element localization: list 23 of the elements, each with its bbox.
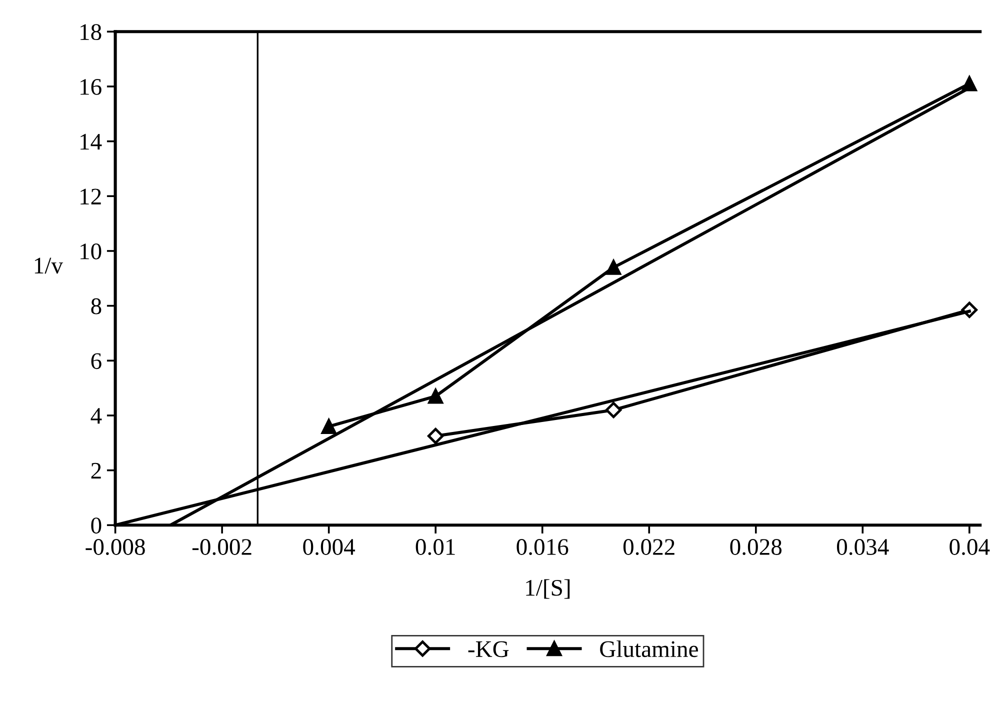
y-tick-label: 4 xyxy=(90,408,102,424)
x-tick-label: 0.01 xyxy=(416,539,455,556)
y-tick-label: 0 xyxy=(91,518,102,534)
y-tick-label: 6 xyxy=(91,353,102,370)
y-tick-label: 18 xyxy=(80,24,102,40)
y-tick-label: 14 xyxy=(80,134,102,150)
y-tick-label: 2 xyxy=(91,462,101,478)
y-tick-label: 12 xyxy=(80,188,101,204)
x-tick-label: -0.008 xyxy=(86,539,145,556)
y-tick-label: 8 xyxy=(91,298,102,314)
legend-label: -KG xyxy=(468,641,509,658)
y-axis-title: 1/v xyxy=(34,258,64,274)
legend-label: Glutamine xyxy=(600,640,698,658)
x-tick-label: 0.022 xyxy=(623,539,674,556)
x-axis-title: 1/[S] xyxy=(526,579,570,599)
x-tick-label: 0.004 xyxy=(303,539,356,556)
x-tick-label: 0.016 xyxy=(516,539,568,556)
y-tick-label: 10 xyxy=(80,243,102,260)
x-tick-label: 0.028 xyxy=(730,539,782,556)
x-tick-label: 0.034 xyxy=(836,539,889,556)
x-tick-label: -0.002 xyxy=(192,539,252,556)
y-tick-label: 16 xyxy=(80,79,102,95)
x-tick-label: 0.04 xyxy=(950,539,990,556)
